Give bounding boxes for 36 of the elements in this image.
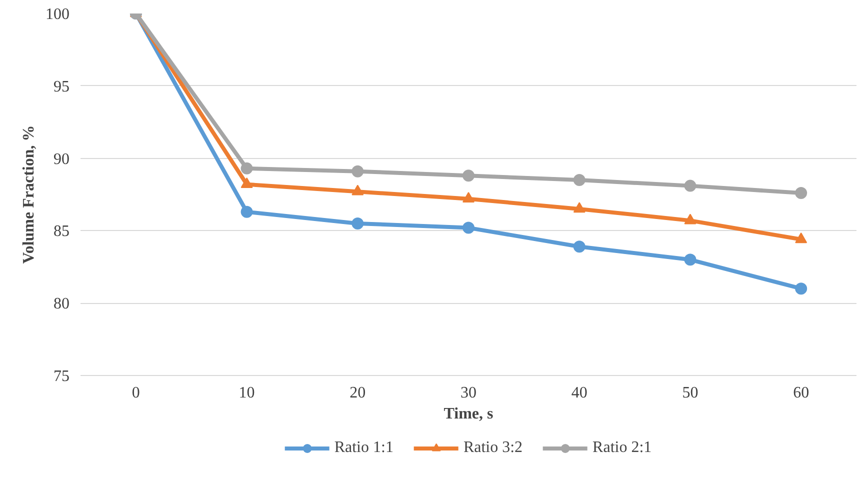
x-axis-title: Time, s <box>444 406 494 422</box>
point <box>352 184 364 196</box>
y-tick-label: 100 <box>46 6 70 23</box>
point <box>240 178 253 188</box>
point <box>684 214 696 224</box>
point <box>795 282 808 295</box>
point <box>684 180 696 192</box>
legend-label: Ratio 3:2 <box>463 438 523 456</box>
x-tick-label: 10 <box>238 384 255 402</box>
legend-label: Ratio 1:1 <box>334 438 394 456</box>
point <box>352 217 364 230</box>
point <box>462 222 474 234</box>
y-axis-title: Volume Fraction, % <box>20 125 38 264</box>
x-tick-label: 20 <box>350 384 366 402</box>
point <box>462 192 474 203</box>
point <box>240 206 253 218</box>
point <box>352 165 364 178</box>
y-tick-label: 80 <box>54 296 70 313</box>
x-tick-label: 50 <box>682 384 698 402</box>
point <box>573 240 586 253</box>
x-tick-label: 0 <box>132 384 140 402</box>
legend-label: Ratio 2:1 <box>592 438 652 456</box>
point <box>462 170 474 182</box>
y-tick-label: 90 <box>54 150 70 168</box>
point <box>573 202 586 213</box>
point <box>573 174 586 186</box>
y-tick-label: 95 <box>54 78 70 96</box>
point <box>240 162 253 174</box>
y-tick-label: 85 <box>54 223 70 240</box>
x-tick-label: 60 <box>793 384 810 402</box>
point <box>684 254 696 266</box>
y-tick-label: 75 <box>54 368 70 385</box>
x-tick-label: 40 <box>571 384 588 402</box>
point <box>795 232 808 244</box>
x-tick-label: 30 <box>460 384 476 402</box>
point <box>795 187 808 200</box>
